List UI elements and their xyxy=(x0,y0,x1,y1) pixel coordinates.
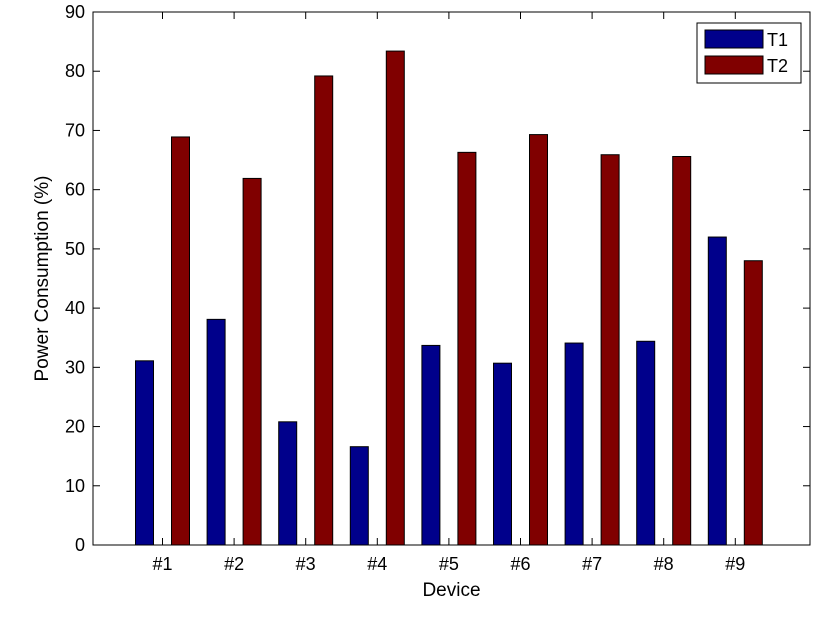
bar-t1-3 xyxy=(278,421,298,546)
x-tick-label: #4 xyxy=(367,554,387,574)
y-tick-label: 40 xyxy=(65,298,85,318)
y-tick-label: 30 xyxy=(65,357,85,377)
x-tick-label: #6 xyxy=(510,554,530,574)
bar-t2-4 xyxy=(385,50,405,546)
bar-t1-9 xyxy=(707,236,727,546)
bar-t1-7 xyxy=(564,342,584,546)
y-tick-label: 10 xyxy=(65,476,85,496)
legend-swatch-t2 xyxy=(704,55,764,75)
bar-t1-5 xyxy=(421,344,441,546)
y-tick-label: 50 xyxy=(65,239,85,259)
bar-t2-5 xyxy=(457,151,477,546)
legend-label-t2: T2 xyxy=(767,56,788,76)
x-tick-label: #1 xyxy=(152,554,172,574)
x-axis: #1 #2 #3 #4 #5 #6 #7 #8 #9 xyxy=(152,12,745,574)
legend-label-t1: T1 xyxy=(767,30,788,50)
y-tick-label: 90 xyxy=(65,2,85,22)
bar-t1-6 xyxy=(493,362,512,546)
bar-t1-4 xyxy=(349,446,369,546)
bar-t2-8 xyxy=(672,156,692,546)
bar-t2-1 xyxy=(171,136,190,546)
plot-frame xyxy=(92,11,811,546)
bar-t2-3 xyxy=(314,75,334,546)
y-tick-label: 60 xyxy=(65,180,85,200)
x-tick-label: #5 xyxy=(439,554,459,574)
bar-t2-2 xyxy=(242,177,262,546)
bar-t2-7 xyxy=(600,154,620,546)
y-tick-label: 20 xyxy=(65,417,85,437)
bar-t2-9 xyxy=(743,260,763,546)
legend-swatch-t1 xyxy=(704,29,764,49)
y-axis: 0 10 20 30 40 50 60 70 80 90 xyxy=(65,2,810,555)
y-tick-label: 80 xyxy=(65,61,85,81)
bar-t2-6 xyxy=(529,134,548,546)
y-tick-label: 0 xyxy=(75,535,85,555)
bar-t1-2 xyxy=(206,318,226,546)
x-tick-label: #2 xyxy=(224,554,244,574)
x-tick-label: #3 xyxy=(296,554,316,574)
y-tick-label: 70 xyxy=(65,120,85,140)
y-axis-label: Power Consumption (%) xyxy=(32,176,53,382)
x-tick-label: #9 xyxy=(725,554,745,574)
bars-group xyxy=(135,50,763,546)
bar-t1-8 xyxy=(636,340,656,546)
x-tick-label: #8 xyxy=(654,554,674,574)
bar-t1-1 xyxy=(135,360,154,546)
x-tick-label: #7 xyxy=(582,554,602,574)
x-axis-label: Device xyxy=(422,580,480,601)
